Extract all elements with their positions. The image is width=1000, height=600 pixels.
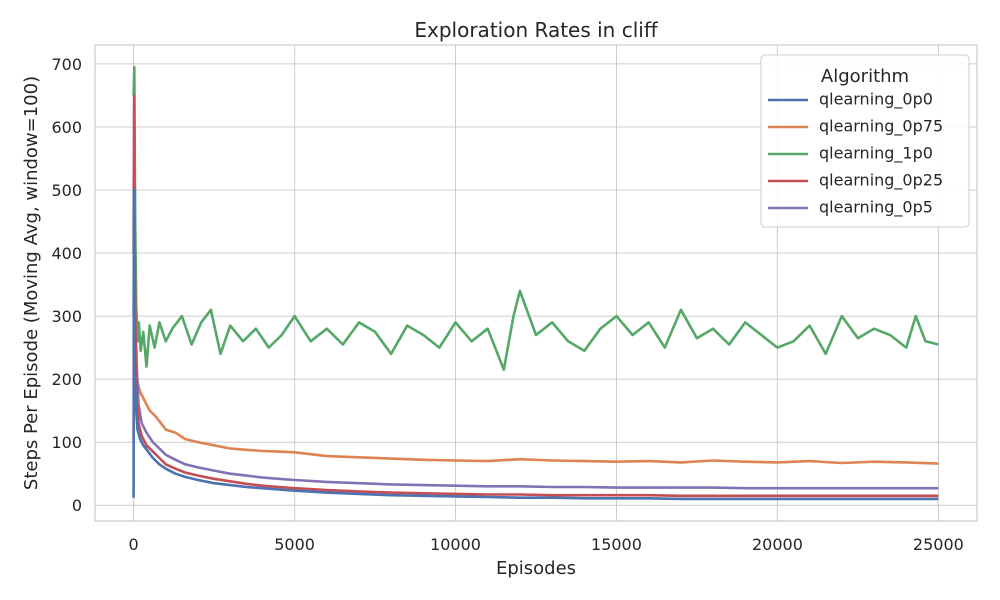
x-tick-label: 15000 <box>591 535 642 554</box>
x-tick-label: 25000 <box>913 535 964 554</box>
y-tick-label: 400 <box>51 244 82 263</box>
tick-labels: 0 5000 10000 15000 20000 25000 0 100 200 300 400 50… <box>51 55 963 554</box>
x-tick-label: 0 <box>129 535 139 554</box>
x-tick-label: 20000 <box>752 535 803 554</box>
plot-area <box>94 44 978 522</box>
legend-label-qlearning_1p0: qlearning_1p0 <box>819 144 933 164</box>
y-tick-label: 100 <box>51 433 82 452</box>
x-tick-label: 5000 <box>274 535 315 554</box>
legend-items: qlearning_0p0 qlearning_0p75 qlearning_1p0… <box>768 90 943 218</box>
legend-label-qlearning_0p75: qlearning_0p75 <box>819 117 943 137</box>
legend-box <box>760 54 970 228</box>
series-line-qlearning_0p75 <box>132 327 939 465</box>
y-tick-label: 0 <box>72 496 82 515</box>
legend-label-qlearning_0p25: qlearning_0p25 <box>819 171 943 191</box>
x-axis-label: Episodes <box>496 558 576 579</box>
y-tick-label: 700 <box>51 55 82 74</box>
gridlines <box>95 45 977 521</box>
x-tick-label: 10000 <box>430 535 481 554</box>
y-tick-label: 300 <box>51 307 82 326</box>
legend-title: Algorithm <box>821 66 909 87</box>
chart-title: Exploration Rates in cliff <box>414 18 658 42</box>
series-line-qlearning_0p5 <box>132 188 939 490</box>
y-axis-label: Steps Per Episode (Moving Avg, window=10… <box>21 76 42 490</box>
series-line-qlearning_0p0 <box>132 188 939 501</box>
y-tick-label: 200 <box>51 370 82 389</box>
y-tick-label: 600 <box>51 118 82 137</box>
y-tick-label: 500 <box>51 181 82 200</box>
series-lines <box>132 65 939 501</box>
legend-label-qlearning_0p5: qlearning_0p5 <box>819 198 933 218</box>
series-line-qlearning_1p0 <box>132 65 939 372</box>
series-line-qlearning_0p25 <box>132 94 939 498</box>
legend-label-qlearning_0p0: qlearning_0p0 <box>819 90 933 110</box>
legend: Algorithm qlearning_0p0qlearning_0p75qle… <box>760 54 970 228</box>
